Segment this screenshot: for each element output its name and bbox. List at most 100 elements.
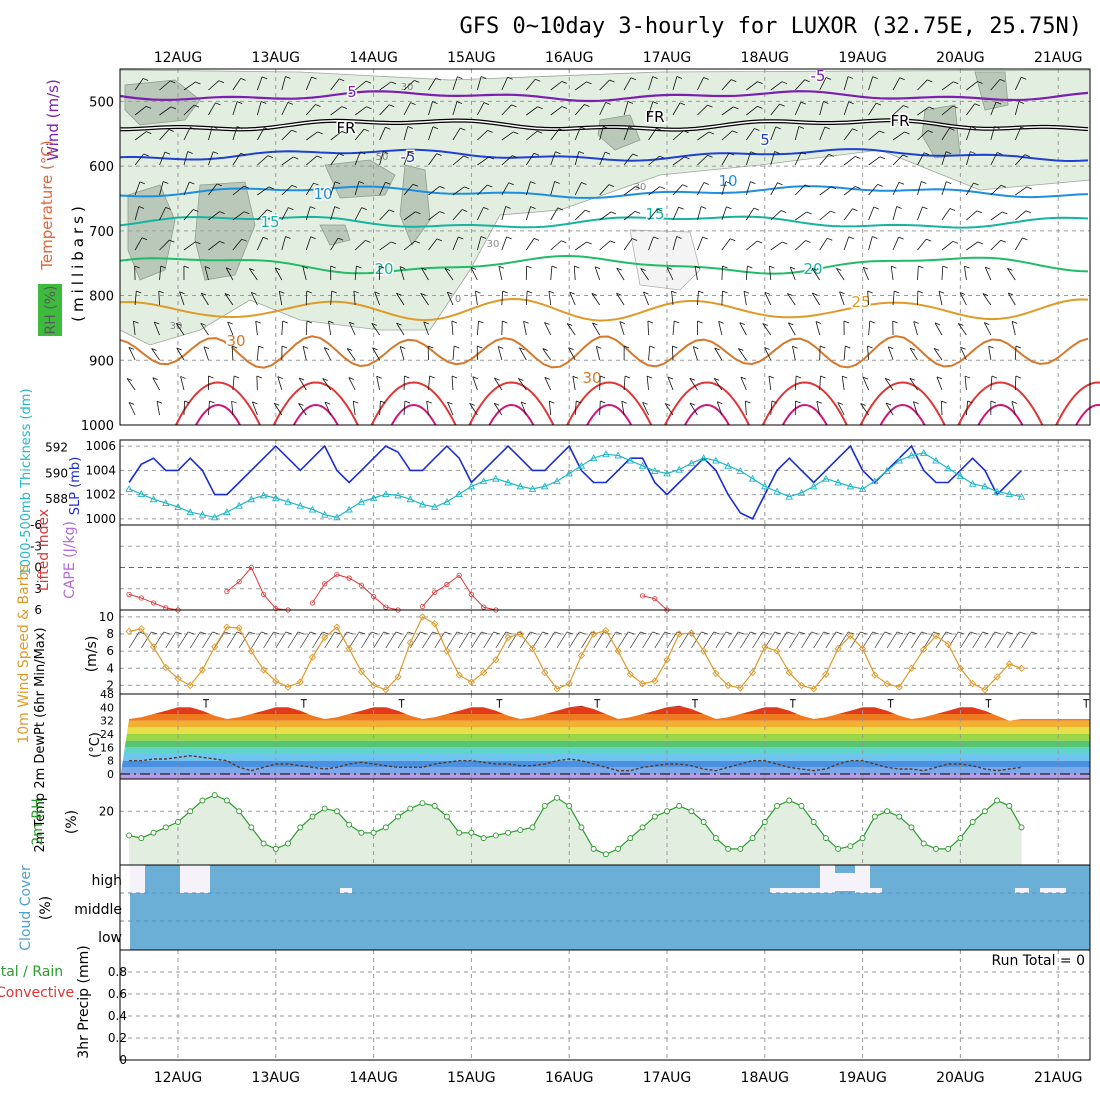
run-total-label: Run Total = 0 xyxy=(991,953,1085,969)
rh2m-point xyxy=(750,836,755,841)
rh2m-point xyxy=(1007,803,1012,808)
li-tick-label: 6 xyxy=(34,603,42,617)
rh2m-point xyxy=(775,803,780,808)
wind-barb xyxy=(184,401,185,415)
wind10-tick-label: 8 xyxy=(106,627,114,641)
wind10-tick-label: 10 xyxy=(99,610,114,624)
slp-label: SLP (mb) xyxy=(68,457,83,516)
precip-tick-label: 0.2 xyxy=(108,1031,127,1045)
temp2m-units: (°C) xyxy=(88,732,103,758)
rh2m-point xyxy=(347,822,352,827)
top-day-label: 16AUG xyxy=(545,50,594,66)
slp-tick-label: 1004 xyxy=(85,463,116,477)
contour-label: 5 xyxy=(347,83,357,101)
temp-band xyxy=(120,741,1090,748)
rh2m-point xyxy=(420,801,425,806)
wind10-tick-label: 6 xyxy=(106,644,114,658)
cloud-gap xyxy=(820,865,835,893)
rh2m-point xyxy=(762,820,767,825)
temp-band xyxy=(120,734,1090,741)
rh2m-point xyxy=(811,820,816,825)
temp-band xyxy=(120,754,1090,761)
rh2m-point xyxy=(872,814,877,819)
cloud-gap xyxy=(1015,888,1029,893)
rh2m-point xyxy=(982,809,987,814)
temp-tick-label: 0 xyxy=(107,768,114,781)
cloud-gap xyxy=(1040,888,1066,893)
rh2m-point xyxy=(579,825,584,830)
upper-tick-label: 800 xyxy=(89,290,114,305)
cloud-gap xyxy=(855,865,870,893)
contour-label: 20 xyxy=(374,260,393,278)
temp-tick-label: 32 xyxy=(100,715,114,728)
rh2m-point xyxy=(444,814,449,819)
rh-contour-label: 0 xyxy=(455,294,461,305)
rh2m-point xyxy=(176,820,181,825)
top-day-label: 21AUG xyxy=(1034,50,1083,66)
bottom-day-label: 17AUG xyxy=(643,1070,692,1086)
rh2m-point xyxy=(970,820,975,825)
rh2m-point xyxy=(396,814,401,819)
rh2m-point xyxy=(909,825,914,830)
rh2m-point xyxy=(860,836,865,841)
rh2m-point xyxy=(946,846,951,851)
rh2m-point xyxy=(554,795,559,800)
thickness-tick-label: 590 xyxy=(45,466,68,480)
contour-label: -5 xyxy=(401,148,416,166)
cloud-gap xyxy=(870,888,882,893)
rh2m-point xyxy=(542,803,547,808)
bottom-day-label: 16AUG xyxy=(545,1070,594,1086)
top-day-label: 15AUG xyxy=(447,50,496,66)
rh2m-point xyxy=(224,798,229,803)
rh2m-point xyxy=(237,809,242,814)
rh2m-point xyxy=(127,833,132,838)
rh2m-point xyxy=(689,809,694,814)
rh2m-point xyxy=(616,846,621,851)
bottom-day-label: 12AUG xyxy=(154,1070,203,1086)
rh2m-point xyxy=(787,798,792,803)
contour-label: 30 xyxy=(582,369,601,387)
contour-label: FR xyxy=(645,108,664,126)
rh2m-point xyxy=(334,809,339,814)
rh2m-point xyxy=(261,841,266,846)
wind10-units: (m/s) xyxy=(84,636,100,673)
rh2m-point xyxy=(677,803,682,808)
upper-tick-label: 500 xyxy=(89,95,114,110)
contour-label: 10 xyxy=(313,185,332,203)
precip-tick-label: 0.8 xyxy=(108,965,127,979)
wind-barb xyxy=(306,291,307,305)
temp-band xyxy=(120,714,1090,721)
chart-title: GFS 0~10day 3-hourly for LUXOR (32.75E, … xyxy=(459,14,1082,39)
rh2m-point xyxy=(212,793,217,798)
rh2m-point xyxy=(652,814,657,819)
rh2m-point xyxy=(371,830,376,835)
rh-contour-label: 30 xyxy=(487,239,500,250)
bottom-day-label: 19AUG xyxy=(838,1070,887,1086)
cloud-gap xyxy=(180,865,192,885)
cloud-gap xyxy=(835,873,855,891)
top-day-label: 18AUG xyxy=(741,50,790,66)
contour-label: 5 xyxy=(760,131,770,149)
rh2m-point xyxy=(567,803,572,808)
rh2m-point xyxy=(603,852,608,857)
temp-tick-label: 48 xyxy=(100,688,114,701)
rh2m-point xyxy=(799,803,804,808)
rh2m-point xyxy=(163,825,168,830)
rh2m-point xyxy=(836,846,841,851)
rh2m-point xyxy=(701,820,706,825)
temp-tick-label: 8 xyxy=(107,755,114,768)
cloud-level-label: middle xyxy=(74,902,122,918)
cloud-level-label: high xyxy=(91,873,122,889)
precip-tick-label: 0.6 xyxy=(108,987,127,1001)
cloud-level-label: low xyxy=(98,930,122,946)
upper-tick-label: 700 xyxy=(89,225,114,240)
upper-rh-label: RH (%) xyxy=(43,286,59,335)
thickness-tick-label: 592 xyxy=(45,441,68,455)
rh2m-point xyxy=(310,814,315,819)
rh2m-point xyxy=(518,828,523,833)
precip-units: 3hr Precip (mm) xyxy=(76,945,92,1058)
rh2m-tick-label: 20 xyxy=(99,804,114,818)
rh2m-point xyxy=(628,836,633,841)
rh2m-point xyxy=(383,825,388,830)
